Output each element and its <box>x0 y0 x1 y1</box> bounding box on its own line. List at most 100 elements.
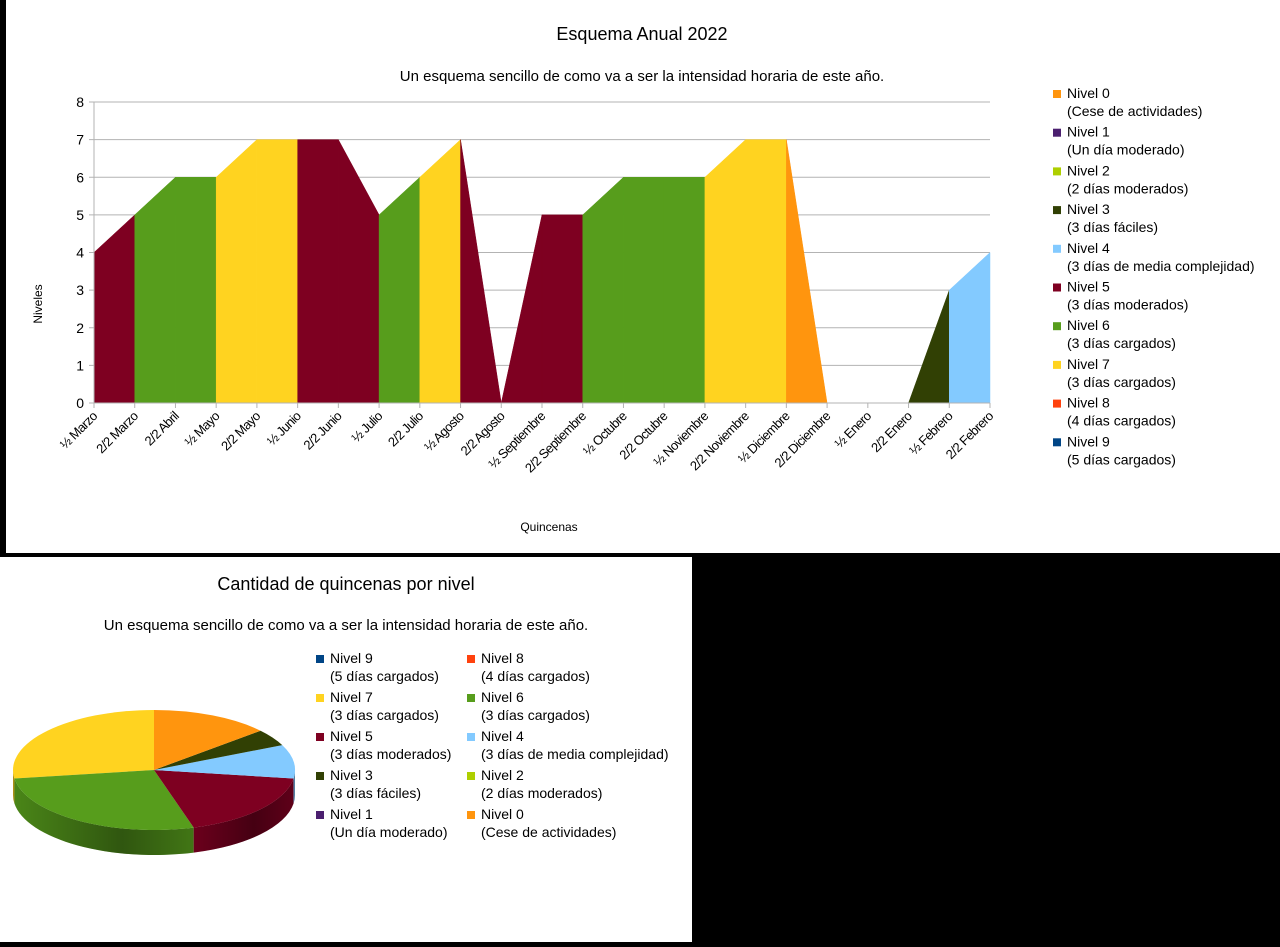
legend-label-nivel0: Nivel 0 <box>1067 85 1110 101</box>
legend-swatch-nivel3 <box>1053 206 1061 215</box>
pie-legend-desc-nivel8: (4 días cargados) <box>481 668 590 684</box>
pie-legend-label-nivel7: Nivel 7 <box>330 689 373 705</box>
area-chart-legend: Nivel 0 (Cese de actividades) Nivel 1 (Un d… <box>1053 85 1255 467</box>
pie-legend-label-nivel9: Nivel 9 <box>330 650 373 666</box>
pie-slice-nivel6 <box>14 770 194 830</box>
area-segment-nivel7 <box>256 139 298 404</box>
legend-label-nivel6: Nivel 6 <box>1067 317 1110 333</box>
legend-desc-nivel0: (Cese de actividades) <box>1067 103 1202 119</box>
pie-legend-desc-nivel3: (3 días fáciles) <box>330 785 421 801</box>
area-segment-nivel5 <box>500 214 543 404</box>
legend-label-nivel9: Nivel 9 <box>1067 433 1110 449</box>
pie-side-shade <box>193 778 294 853</box>
pie-legend-label-nivel0: Nivel 0 <box>481 806 524 822</box>
area-chart: Esquema Anual 2022 Un esquema sencillo d… <box>31 24 1255 534</box>
pie-chart-legend: Nivel 9 (5 días cargados) Nivel 8 (4 días c… <box>316 650 669 840</box>
pie-side-shade <box>14 778 194 855</box>
legend-label-nivel3: Nivel 3 <box>1067 201 1110 217</box>
area-chart-ylabel: Niveles <box>31 284 45 323</box>
legend-desc-nivel7: (3 días cargados) <box>1067 374 1176 390</box>
pie-legend-swatch-nivel3 <box>316 772 324 780</box>
pie-slice-nivel4 <box>154 745 295 779</box>
area-segment-nivel5 <box>541 214 583 404</box>
pie-slice-nivel0 <box>154 710 261 770</box>
legend-desc-nivel8: (4 días cargados) <box>1067 413 1176 429</box>
pie-chart-panel: Cantidad de quincenas por nivel Un esque… <box>0 557 692 942</box>
pie-legend-label-nivel4: Nivel 4 <box>481 728 524 744</box>
area-segment-nivel6 <box>623 177 665 404</box>
area-segment-nivel6 <box>378 176 421 404</box>
area-segment-nivel7 <box>745 139 787 404</box>
pie-legend-desc-nivel1: (Un día moderado) <box>330 824 448 840</box>
legend-swatch-nivel2 <box>1053 167 1061 176</box>
pie-legend-label-nivel8: Nivel 8 <box>481 650 524 666</box>
legend-desc-nivel2: (2 días moderados) <box>1067 180 1188 196</box>
pie-legend-swatch-nivel6 <box>467 694 475 702</box>
area-segment-nivel6 <box>134 176 176 404</box>
legend-swatch-nivel0 <box>1053 90 1061 98</box>
x-tick-label: 2/2 Marzo <box>93 408 141 456</box>
pie-legend-swatch-nivel8 <box>467 655 475 663</box>
y-tick-label: 0 <box>76 395 84 411</box>
area-segment-nivel0 <box>786 139 828 404</box>
y-tick-label: 2 <box>76 320 84 336</box>
area-segment-nivel4 <box>949 251 991 404</box>
legend-swatch-nivel1 <box>1053 128 1061 137</box>
area-chart-title: Esquema Anual 2022 <box>556 24 727 44</box>
legend-desc-nivel6: (3 días cargados) <box>1067 335 1176 351</box>
pie-side-shade <box>13 770 15 804</box>
pie-chart-title: Cantidad de quincenas por nivel <box>217 574 474 594</box>
pie-legend-desc-nivel9: (5 días cargados) <box>330 668 439 684</box>
legend-swatch-nivel5 <box>1053 283 1061 292</box>
y-tick-label: 1 <box>76 357 84 373</box>
area-segment-nivel7 <box>704 139 746 404</box>
x-tick-label: ½ Julio <box>348 408 385 445</box>
pie-legend-label-nivel1: Nivel 1 <box>330 806 373 822</box>
pie-slice-nivel7 <box>13 710 154 779</box>
y-tick-label: 3 <box>76 282 84 298</box>
legend-desc-nivel4: (3 días de media complejidad) <box>1067 258 1255 274</box>
x-tick-label: 2/2 Junio <box>300 408 344 452</box>
area-chart-fills <box>93 139 991 404</box>
legend-label-nivel4: Nivel 4 <box>1067 240 1110 256</box>
pie-legend-label-nivel2: Nivel 2 <box>481 767 524 783</box>
pie-slice-nivel3 <box>154 730 283 770</box>
area-chart-xlabel: Quincenas <box>520 520 577 534</box>
legend-desc-nivel5: (3 días moderados) <box>1067 297 1188 313</box>
y-tick-label: 6 <box>76 169 84 185</box>
pie-legend-desc-nivel0: (Cese de actividades) <box>481 824 616 840</box>
pie-legend-desc-nivel5: (3 días moderados) <box>330 746 451 762</box>
pie-chart-body <box>13 710 295 855</box>
pie-legend-swatch-nivel4 <box>467 733 475 741</box>
area-segment-nivel3 <box>908 290 950 404</box>
x-tick-label: ½ Junio <box>264 408 304 448</box>
pie-legend-swatch-nivel1 <box>316 811 324 819</box>
pie-legend-label-nivel5: Nivel 5 <box>330 728 373 744</box>
legend-label-nivel7: Nivel 7 <box>1067 356 1110 372</box>
pie-legend-desc-nivel2: (2 días moderados) <box>481 785 602 801</box>
pie-legend-swatch-nivel0 <box>467 811 475 819</box>
y-tick-label: 4 <box>76 245 84 261</box>
pie-legend-desc-nivel4: (3 días de media complejidad) <box>481 746 669 762</box>
legend-swatch-nivel9 <box>1053 438 1061 447</box>
legend-swatch-nivel8 <box>1053 399 1061 408</box>
y-tick-label: 8 <box>76 94 84 110</box>
area-segment-nivel7 <box>419 139 461 404</box>
pie-chart-subtitle: Un esquema sencillo de como va a ser la … <box>104 617 588 634</box>
area-chart-panel: Esquema Anual 2022 Un esquema sencillo d… <box>6 0 1280 553</box>
pie-chart: Cantidad de quincenas por nivel Un esque… <box>13 574 669 855</box>
pie-legend-swatch-nivel5 <box>316 733 324 741</box>
legend-desc-nivel1: (Un día moderado) <box>1067 142 1185 158</box>
area-segment-nivel5 <box>338 139 380 404</box>
x-tick-label: 2/2 Mayo <box>218 408 263 453</box>
y-tick-label: 7 <box>76 132 84 148</box>
area-segment-nivel5 <box>93 214 135 404</box>
pie-legend-swatch-nivel2 <box>467 772 475 780</box>
legend-label-nivel1: Nivel 1 <box>1067 124 1110 140</box>
area-segment-nivel6 <box>175 177 217 404</box>
pie-slice-nivel5 <box>154 770 294 828</box>
pie-legend-desc-nivel7: (3 días cargados) <box>330 707 439 723</box>
pie-legend-desc-nivel6: (3 días cargados) <box>481 707 590 723</box>
area-chart-subtitle: Un esquema sencillo de como va a ser la … <box>400 68 884 85</box>
pie-legend-label-nivel3: Nivel 3 <box>330 767 373 783</box>
